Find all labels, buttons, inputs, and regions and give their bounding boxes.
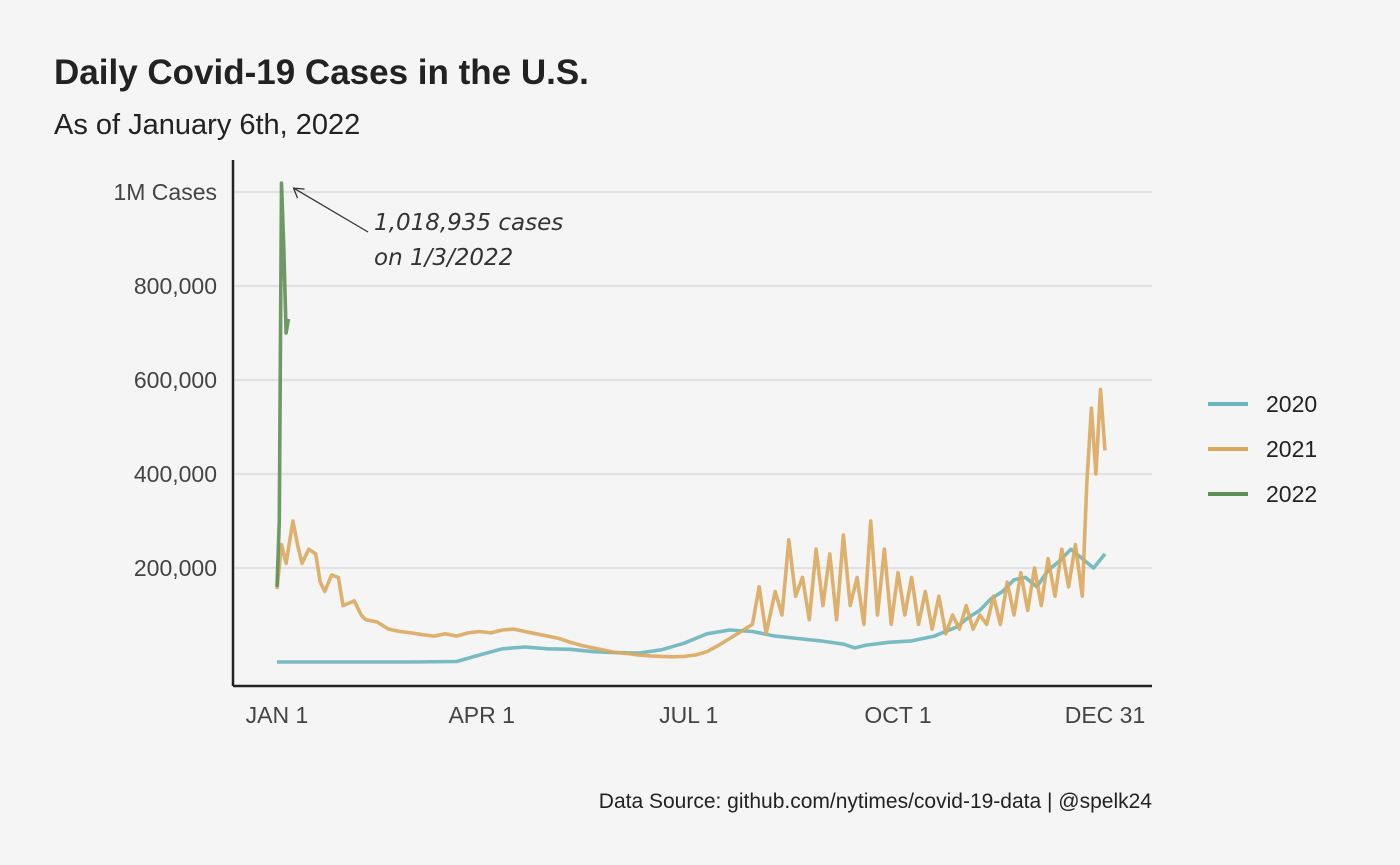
x-tick-label: JUL 1 bbox=[659, 702, 718, 728]
chart-title: Daily Covid-19 Cases in the U.S. bbox=[54, 53, 589, 92]
data-source-caption: Data Source: github.com/nytimes/covid-19… bbox=[599, 790, 1153, 813]
legend: 2020 2021 2022 bbox=[1208, 391, 1317, 507]
annotation-text-line2: on 1/3/2022 bbox=[374, 245, 513, 271]
series-line-2020 bbox=[277, 547, 1107, 664]
gridlines bbox=[235, 190, 1152, 570]
legend-label: 2021 bbox=[1266, 436, 1317, 462]
x-axis-ticks: JAN 1 APR 1 JUL 1 OCT 1 DEC 31 bbox=[246, 702, 1146, 728]
series-lines bbox=[275, 181, 1107, 664]
chart-subtitle: As of January 6th, 2022 bbox=[54, 109, 360, 141]
y-tick-label: 200,000 bbox=[134, 555, 217, 581]
legend-label: 2020 bbox=[1266, 391, 1317, 417]
x-tick-label: DEC 31 bbox=[1065, 702, 1146, 728]
y-tick-label: 800,000 bbox=[134, 273, 217, 299]
series-line-2022 bbox=[275, 181, 291, 587]
x-tick-label: APR 1 bbox=[448, 702, 514, 728]
y-axis-ticks: 200,000 400,000 600,000 800,000 1M Cases bbox=[113, 179, 217, 581]
x-tick-label: JAN 1 bbox=[246, 702, 309, 728]
series-line-2021 bbox=[275, 387, 1107, 659]
y-tick-label: 400,000 bbox=[134, 461, 217, 487]
y-tick-label: 1M Cases bbox=[113, 179, 217, 205]
legend-label: 2022 bbox=[1266, 481, 1317, 507]
peak-annotation: 1,018,935 cases on 1/3/2022 bbox=[292, 187, 563, 271]
annotation-arrowhead bbox=[292, 187, 305, 199]
x-tick-label: OCT 1 bbox=[864, 702, 931, 728]
annotation-text-line1: 1,018,935 cases bbox=[374, 210, 563, 236]
annotation-arrow bbox=[293, 187, 369, 233]
y-tick-label: 600,000 bbox=[134, 367, 217, 393]
